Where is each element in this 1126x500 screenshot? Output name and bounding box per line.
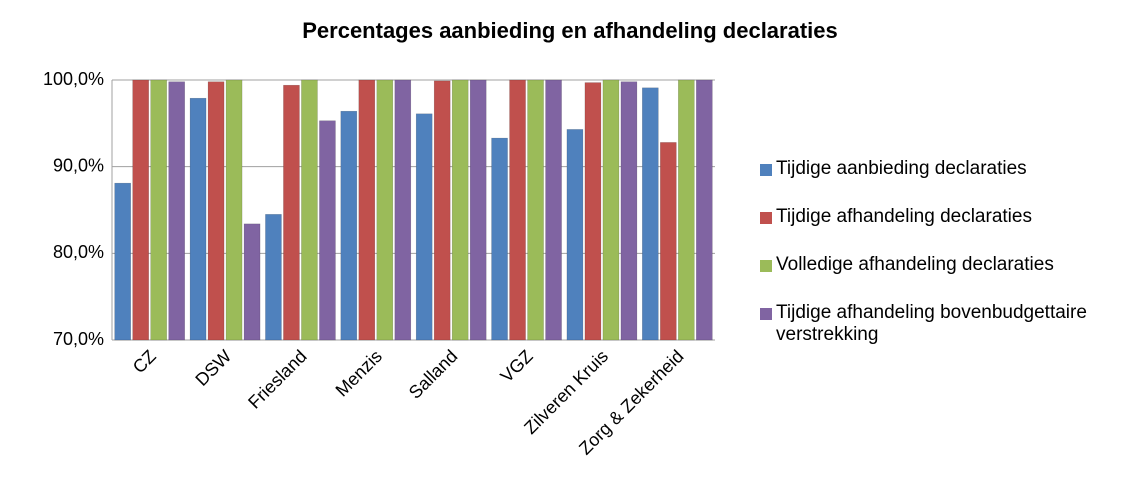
legend-item: Volledige afhandeling declaraties bbox=[760, 254, 1110, 276]
y-tick-label: 100,0% bbox=[43, 69, 104, 89]
bar bbox=[376, 79, 394, 341]
y-tick-label: 70,0% bbox=[53, 329, 104, 349]
bar bbox=[584, 82, 602, 341]
y-tick-label: 80,0% bbox=[53, 242, 104, 262]
bar bbox=[340, 110, 358, 341]
bar bbox=[394, 79, 412, 341]
legend-item: Tijdige afhandeling bovenbudgettaire ver… bbox=[760, 302, 1110, 346]
bar bbox=[189, 97, 207, 341]
x-tick-label: CZ bbox=[129, 346, 160, 377]
bar bbox=[566, 129, 584, 341]
bar bbox=[207, 81, 225, 341]
legend-item: Tijdige afhandeling declaraties bbox=[760, 206, 1110, 228]
legend-swatch bbox=[760, 164, 772, 176]
legend-swatch bbox=[760, 212, 772, 224]
legend-label: Tijdige afhandeling declaraties bbox=[776, 206, 1032, 227]
bar bbox=[678, 79, 695, 341]
x-tick-label: Salland bbox=[405, 346, 462, 403]
bar bbox=[696, 79, 713, 341]
x-tick-label: VGZ bbox=[496, 346, 536, 386]
bar bbox=[243, 223, 261, 341]
bar bbox=[469, 79, 487, 341]
bar bbox=[509, 79, 526, 341]
bar bbox=[660, 142, 677, 341]
legend-label: Volledige afhandeling declaraties bbox=[776, 254, 1054, 275]
bar bbox=[620, 81, 638, 341]
bar bbox=[602, 79, 620, 341]
bar bbox=[527, 79, 544, 341]
legend: Tijdige aanbieding declaraties Tijdige af… bbox=[760, 158, 1110, 346]
legend-item: Tijdige aanbieding declaraties bbox=[760, 158, 1110, 180]
bar bbox=[265, 214, 282, 341]
legend-swatch bbox=[760, 308, 772, 320]
bar bbox=[301, 79, 318, 341]
bar bbox=[451, 79, 469, 341]
chart-title: Percentages aanbieding en afhandeling de… bbox=[302, 18, 838, 43]
y-tick-label: 90,0% bbox=[53, 155, 104, 175]
bar bbox=[545, 79, 562, 341]
bar bbox=[433, 80, 451, 341]
legend-swatch bbox=[760, 260, 772, 272]
x-tick-label: Friesland bbox=[244, 346, 310, 412]
legend-label: Tijdige aanbieding declaraties bbox=[776, 158, 1027, 179]
bar bbox=[491, 137, 508, 341]
bar bbox=[415, 113, 433, 341]
x-tick-label: Menzis bbox=[332, 346, 386, 400]
bar bbox=[642, 87, 659, 341]
bar bbox=[150, 79, 167, 341]
bar bbox=[225, 79, 243, 341]
bar bbox=[283, 84, 300, 341]
bar bbox=[132, 79, 149, 341]
legend-label: Tijdige afhandeling bovenbudgettaire ver… bbox=[776, 302, 1087, 345]
x-tick-label: DSW bbox=[191, 346, 235, 390]
bar bbox=[358, 79, 376, 341]
bar bbox=[114, 182, 131, 341]
bar bbox=[319, 120, 336, 341]
bar bbox=[168, 81, 185, 341]
